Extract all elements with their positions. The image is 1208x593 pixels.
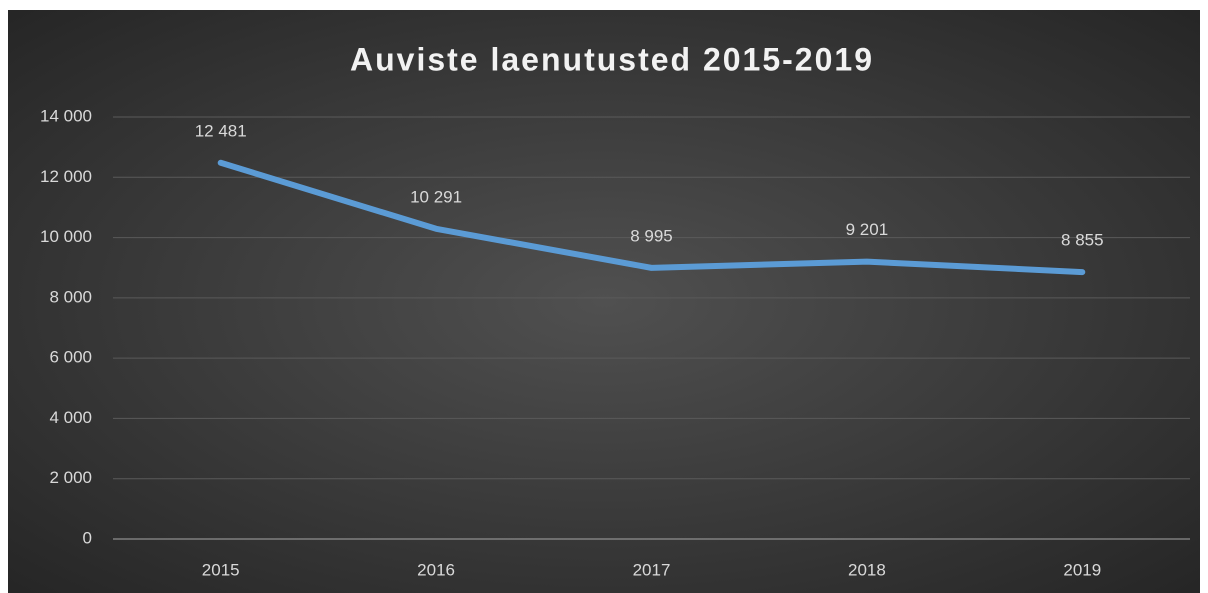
- data-label: 12 481: [195, 121, 247, 140]
- data-label: 10 291: [410, 187, 462, 206]
- data-label: 8 855: [1061, 231, 1104, 250]
- y-tick-label: 10 000: [40, 227, 92, 246]
- y-tick-label: 14 000: [40, 106, 92, 125]
- data-label: 8 995: [630, 226, 673, 245]
- y-tick-label: 6 000: [49, 348, 92, 367]
- y-tick-label: 0: [83, 528, 92, 547]
- x-tick-label: 2015: [202, 560, 240, 579]
- series-line: [217, 159, 1086, 276]
- y-tick-label: 4 000: [49, 408, 92, 427]
- x-tick-label: 2018: [848, 560, 886, 579]
- y-tick-label: 12 000: [40, 167, 92, 186]
- data-label: 9 201: [846, 220, 889, 239]
- x-tick-label: 2017: [633, 560, 671, 579]
- y-tick-label: 2 000: [49, 468, 92, 487]
- chart-background: [8, 10, 1200, 593]
- y-tick-label: 8 000: [49, 287, 92, 306]
- x-tick-label: 2016: [417, 560, 455, 579]
- chart-title: Auviste laenutusted 2015-2019: [350, 41, 874, 77]
- x-tick-label: 2019: [1063, 560, 1101, 579]
